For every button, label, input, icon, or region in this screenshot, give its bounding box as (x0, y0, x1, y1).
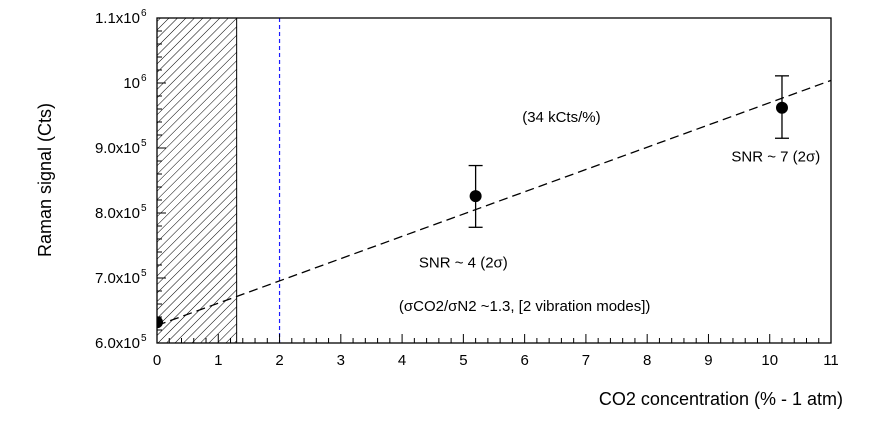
x-tick-label: 9 (704, 352, 712, 369)
x-tick-label: 2 (275, 352, 283, 369)
x-tick-label: 4 (398, 352, 406, 369)
x-tick-label: 8 (643, 352, 651, 369)
y-tick-label: 7.0x10 5 (95, 268, 147, 287)
y-axis-title: Raman signal (Cts) (35, 103, 55, 257)
x-tick-label: 10 (761, 352, 778, 369)
x-tick-label: 3 (337, 352, 345, 369)
plot-frame (156, 17, 832, 344)
y-tick-exponent: 6 (141, 8, 147, 19)
y-tick-exponent: 5 (141, 333, 147, 344)
hatched-region (157, 18, 238, 343)
x-tick-label: 6 (520, 352, 528, 369)
y-tick-label: 1.1x10 6 (95, 8, 147, 27)
y-tick-mantissa: 7.0x10 (95, 270, 140, 287)
y-tick-exponent: 5 (141, 268, 147, 279)
y-tick-mantissa: 1.1x10 (95, 10, 140, 27)
x-tick-label: 7 (582, 352, 590, 369)
y-tick-exponent: 6 (141, 73, 147, 84)
annotation-2: SNR ~ 4 (2σ) (419, 255, 508, 272)
data-point-0 (157, 316, 163, 329)
fit-line (157, 79, 831, 327)
annotation-1: SNR ~ 7 (2σ) (731, 149, 820, 166)
data-point-2 (775, 101, 788, 114)
y-tick-label: 6.0x10 5 (95, 333, 147, 352)
x-tick-label: 11 (823, 352, 839, 369)
y-tick-label: 10 6 (123, 73, 147, 92)
y-tick-exponent: 5 (141, 203, 147, 214)
x-axis-title: CO2 concentration (% - 1 atm) (599, 389, 843, 409)
annotation-0: (34 kCts/%) (522, 109, 600, 126)
x-tick-label: 5 (459, 352, 467, 369)
y-tick-mantissa: 10 (123, 75, 140, 92)
x-tick-label: 0 (153, 352, 161, 369)
data-point-1 (469, 190, 482, 203)
y-tick-mantissa: 6.0x10 (95, 335, 140, 352)
annotation-3: (σCO2/σN2 ~1.3, [2 vibration modes]) (399, 298, 651, 315)
y-tick-mantissa: 8.0x10 (95, 205, 140, 222)
y-tick-label: 9.0x10 5 (95, 138, 147, 157)
y-tick-mantissa: 9.0x10 (95, 140, 140, 157)
y-tick-label: 8.0x10 5 (95, 203, 147, 222)
y-tick-exponent: 5 (141, 138, 147, 149)
x-tick-label: 1 (214, 352, 222, 369)
